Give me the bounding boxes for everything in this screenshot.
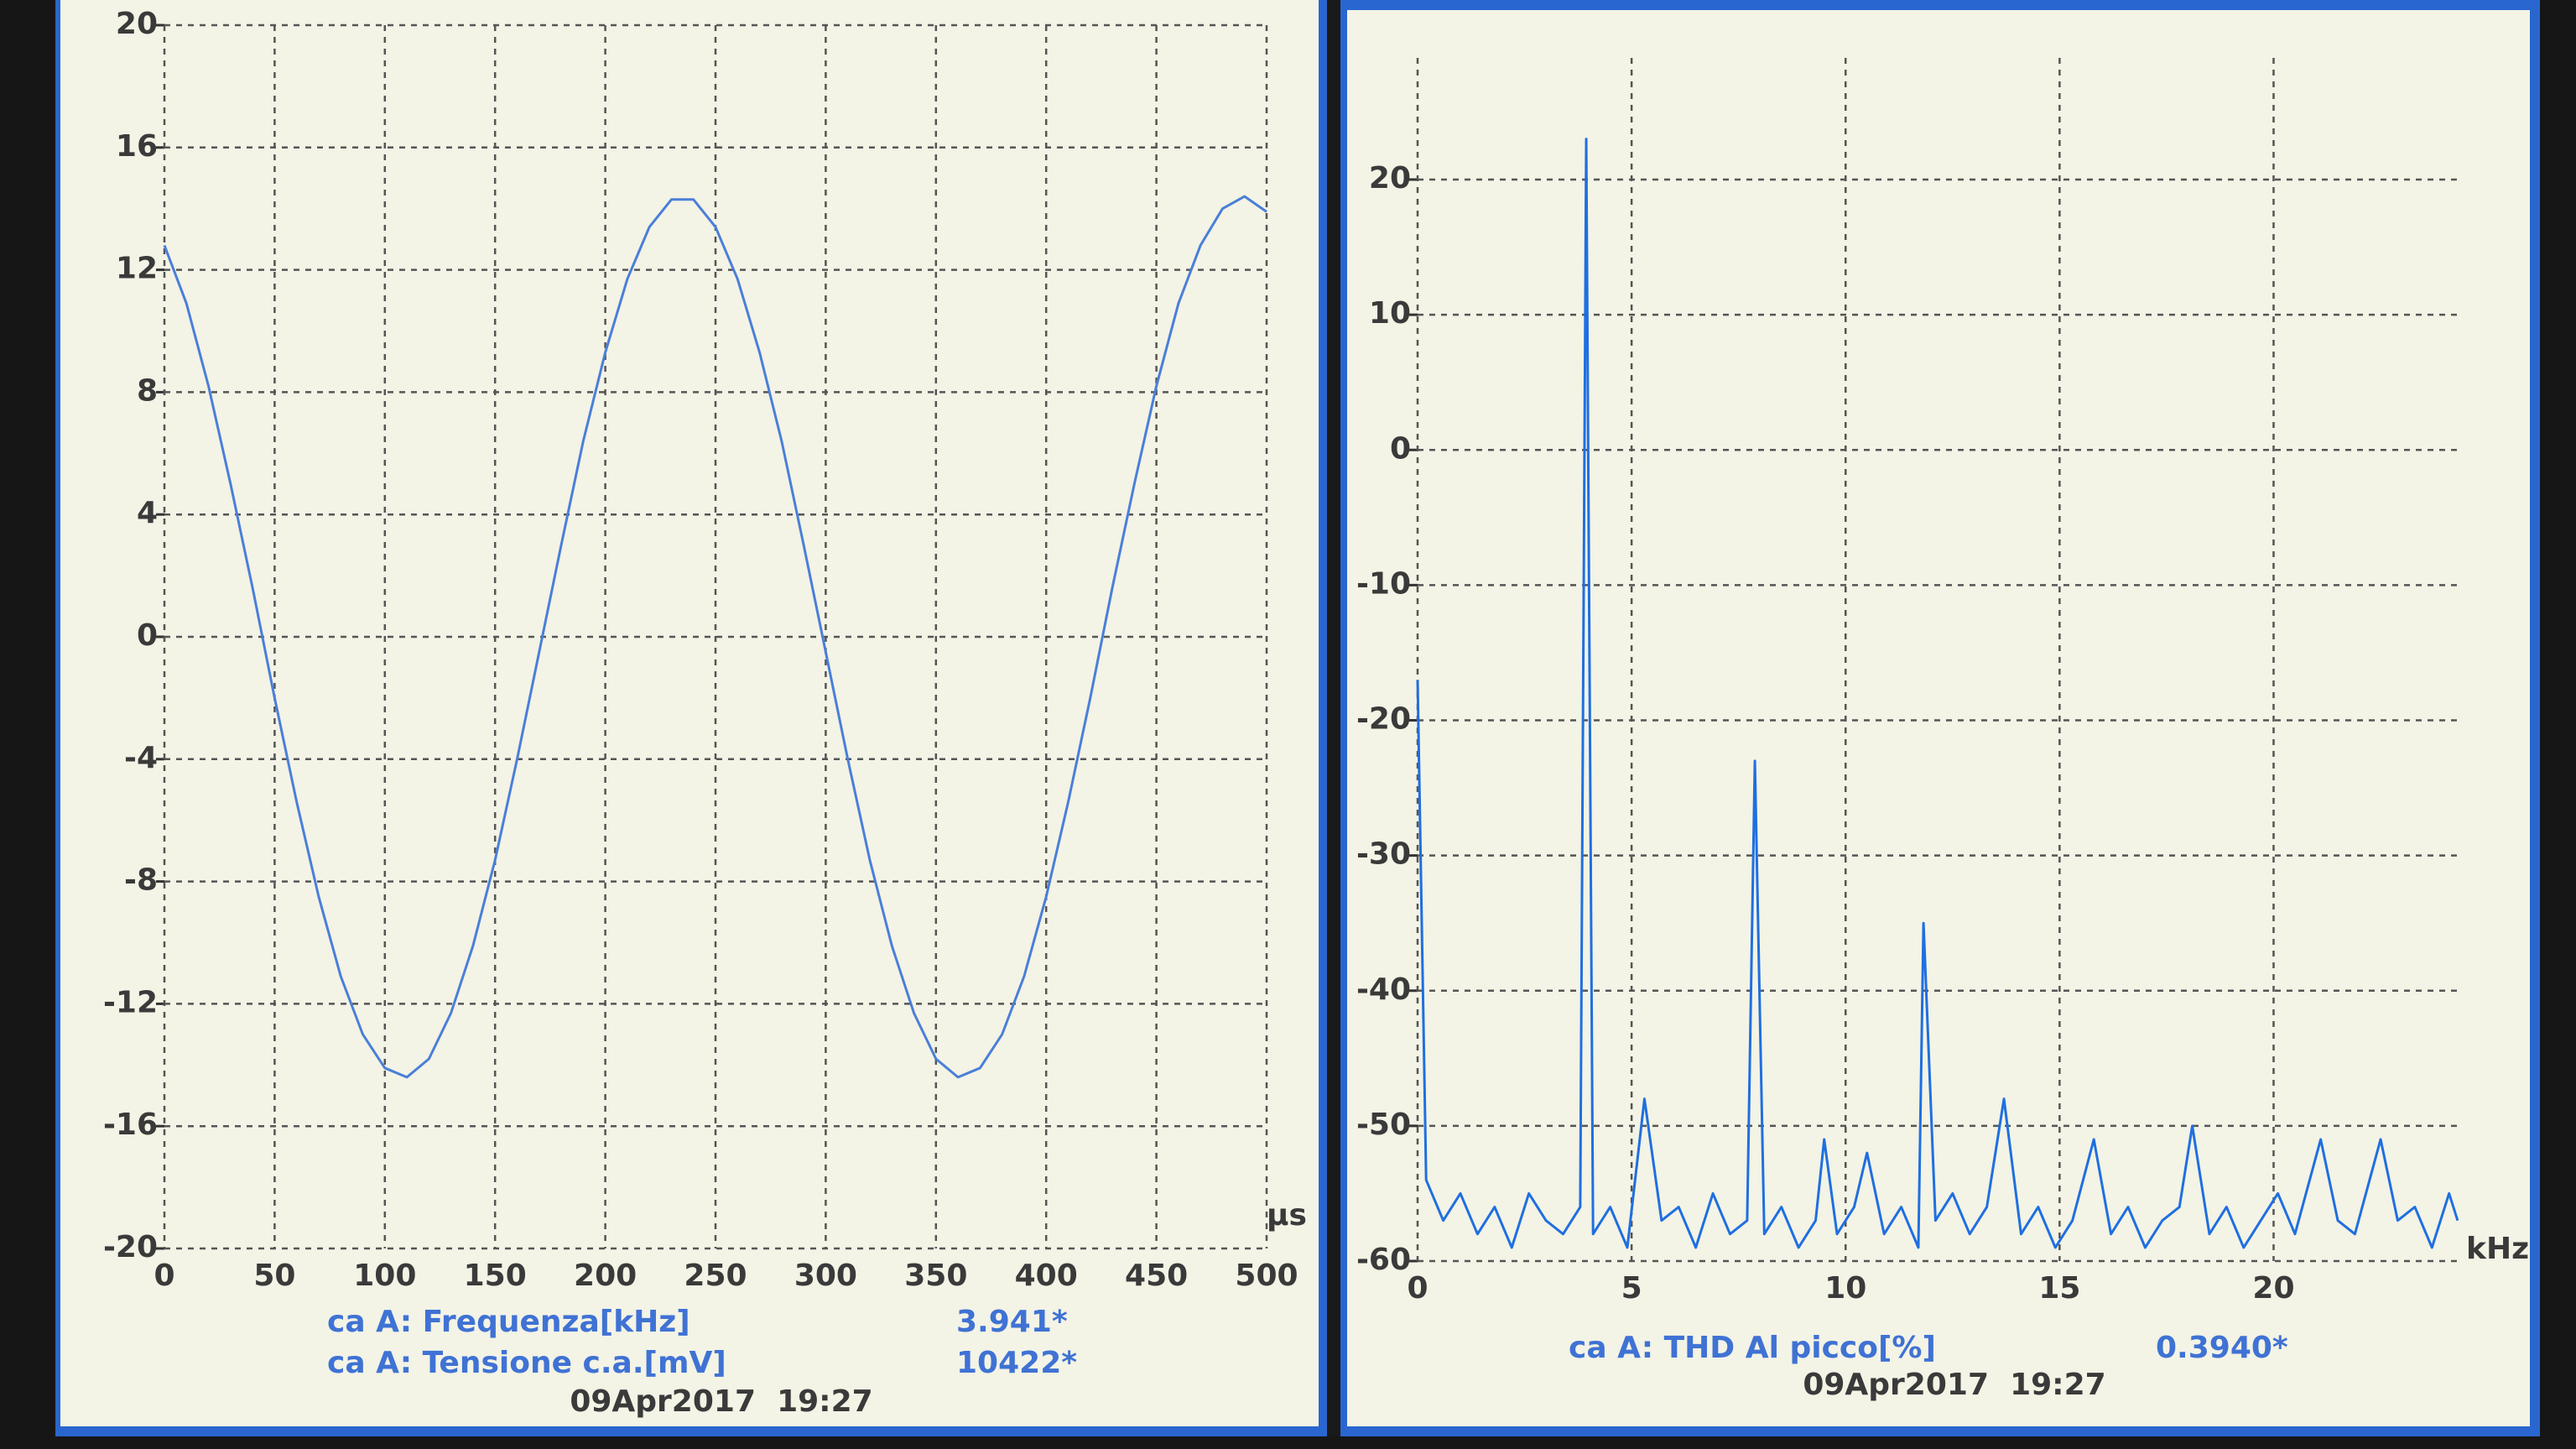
- x-tick-label: 0: [1407, 1271, 1428, 1306]
- y-tick-label: 12: [116, 252, 158, 286]
- x-tick-label: 250: [684, 1259, 747, 1293]
- x-tick-label: 200: [574, 1259, 637, 1293]
- y-tick-label: -12: [103, 985, 158, 1019]
- x-unit-label: kHz: [2466, 1232, 2529, 1266]
- readout-value: 10422*: [956, 1346, 1077, 1380]
- x-tick-label: 10: [1824, 1271, 1866, 1306]
- y-tick-label: 20: [1369, 161, 1411, 195]
- y-tick-label: 20: [116, 7, 158, 41]
- left-panel: [60, 0, 1319, 1426]
- x-tick-label: 20: [2252, 1271, 2294, 1306]
- signal-line: [163, 195, 1267, 1079]
- y-tick-label: -20: [103, 1230, 158, 1264]
- readout-label: ca A: Tensione c.a.[mV]: [327, 1346, 726, 1380]
- y-tick-label: -60: [1356, 1243, 1411, 1277]
- x-tick-label: 150: [464, 1259, 527, 1293]
- y-tick-label: 16: [116, 129, 158, 164]
- x-tick-label: 400: [1015, 1259, 1078, 1293]
- x-tick-label: 5: [1621, 1271, 1642, 1306]
- timestamp: 09Apr2017 19:27: [570, 1384, 872, 1419]
- x-tick-label: 50: [253, 1259, 295, 1293]
- y-tick-label: 10: [1369, 296, 1411, 331]
- timestamp: 09Apr2017 19:27: [1803, 1368, 2105, 1402]
- x-unit-label: µs: [1267, 1198, 1307, 1233]
- y-tick-label: -20: [1356, 702, 1411, 737]
- readout-label: ca A: THD Al picco[%]: [1569, 1331, 1936, 1365]
- x-tick-label: 0: [154, 1259, 174, 1293]
- y-tick-label: -50: [1356, 1108, 1411, 1142]
- y-tick-label: 0: [1390, 431, 1411, 466]
- readout-label: ca A: Frequenza[kHz]: [327, 1305, 690, 1339]
- y-tick-label: -30: [1356, 837, 1411, 872]
- y-tick-label: 8: [137, 373, 158, 408]
- right-panel: [1347, 10, 2530, 1426]
- y-tick-label: -16: [103, 1108, 158, 1142]
- y-tick-label: 0: [137, 618, 158, 653]
- y-tick-label: -4: [124, 741, 158, 775]
- x-tick-label: 300: [794, 1259, 857, 1293]
- signal-line: [1416, 138, 2459, 1249]
- x-tick-label: 450: [1125, 1259, 1188, 1293]
- x-tick-label: 350: [904, 1259, 967, 1293]
- x-tick-label: 15: [2038, 1271, 2080, 1306]
- x-tick-label: 100: [353, 1259, 416, 1293]
- y-tick-label: 4: [137, 496, 158, 530]
- y-tick-label: -40: [1356, 972, 1411, 1007]
- y-tick-label: -10: [1356, 566, 1411, 601]
- x-tick-label: 500: [1235, 1259, 1298, 1293]
- readout-value: 3.941*: [956, 1305, 1068, 1339]
- readout-value: 0.3940*: [2156, 1331, 2288, 1365]
- divider: [1327, 0, 1340, 1436]
- y-tick-label: -8: [124, 863, 158, 898]
